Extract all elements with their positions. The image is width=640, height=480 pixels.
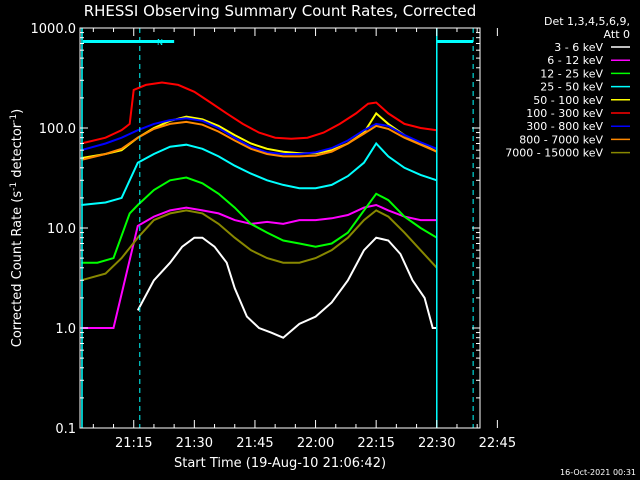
series-line-2 [81, 176, 438, 264]
legend-label-0: 3 - 6 keV [554, 41, 603, 54]
legend-header-1: Det 1,3,4,5,6,9, [544, 15, 630, 28]
night-bar-1 [83, 40, 175, 43]
x-tick-label-0: 21:15 [115, 436, 152, 451]
legend-label-4: 50 - 100 keV [533, 94, 603, 107]
night-bar-2 [436, 40, 474, 43]
chart-title: RHESSI Observing Summary Count Rates, Co… [84, 2, 477, 20]
legend-label-3: 25 - 50 keV [540, 81, 603, 94]
legend-label-1: 6 - 12 keV [547, 54, 603, 67]
series-line-7 [80, 120, 438, 161]
legend-label-2: 12 - 25 keV [540, 67, 603, 80]
x-tick-label-3: 22:00 [297, 436, 334, 451]
series-line-0 [136, 236, 437, 339]
timestamp: 16-Oct-2021 00:31 [560, 468, 636, 477]
y-tick-label-0: 1000.0 [31, 22, 77, 37]
y-tick-label-1: 100.0 [39, 122, 76, 137]
night-indicator [83, 40, 474, 43]
x-tick-label-2: 21:45 [236, 436, 273, 451]
series-layer [80, 81, 438, 339]
x-axis-title: Start Time (19-Aug-10 21:06:42) [174, 456, 386, 471]
y-tick-label-2: 10.0 [47, 222, 76, 237]
x-tick-label-4: 22:15 [357, 436, 394, 451]
x-tick-label-6: 22:45 [479, 436, 516, 451]
y-tick-label-3: 1.0 [55, 322, 76, 337]
series-line-8 [80, 209, 438, 282]
y-tick-label-4: 0.1 [55, 422, 76, 437]
series-line-5 [80, 81, 437, 145]
night-annotation: N [157, 38, 163, 47]
legend-label-6: 300 - 800 keV [526, 120, 603, 133]
x-tick-label-5: 22:30 [418, 436, 455, 451]
series-line-3 [81, 141, 438, 206]
x-axis: 21:15 21:30 21:45 22:00 22:15 22:30 22:45 [92, 28, 516, 451]
legend-label-5: 100 - 300 keV [526, 107, 603, 120]
y-axis: 1000.0 100.0 10.0 1.0 0.1 [31, 22, 480, 437]
series-line-1 [81, 203, 437, 329]
y-axis-title: Corrected Count Rate (s-1 detector-1) [9, 109, 25, 347]
legend-label-7: 800 - 7000 keV [519, 133, 603, 146]
series-line-6 [80, 117, 438, 155]
legend-label-8: 7000 - 15000 keV [505, 147, 603, 160]
legend-header-2: Att 0 [604, 28, 630, 41]
x-tick-label-1: 21:30 [176, 436, 213, 451]
